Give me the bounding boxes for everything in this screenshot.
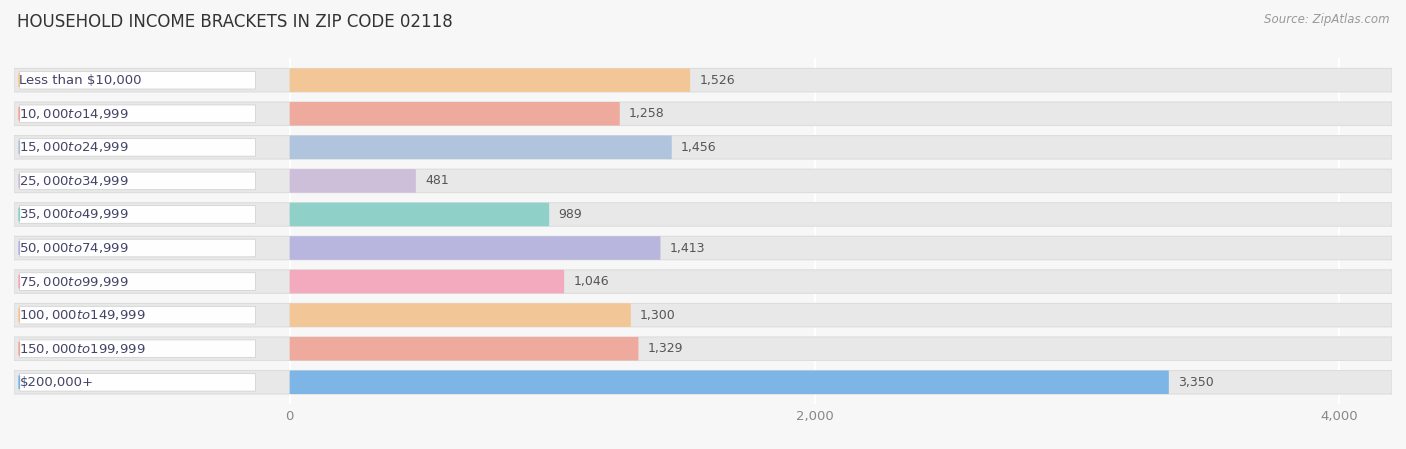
FancyBboxPatch shape: [20, 105, 256, 123]
FancyBboxPatch shape: [290, 304, 631, 327]
FancyBboxPatch shape: [14, 236, 1392, 260]
Text: $100,000 to $149,999: $100,000 to $149,999: [20, 308, 146, 322]
FancyBboxPatch shape: [14, 304, 1392, 327]
FancyBboxPatch shape: [290, 370, 1168, 394]
Text: 1,526: 1,526: [699, 74, 735, 87]
Text: $25,000 to $34,999: $25,000 to $34,999: [20, 174, 129, 188]
FancyBboxPatch shape: [20, 172, 256, 189]
FancyBboxPatch shape: [290, 236, 661, 260]
FancyBboxPatch shape: [290, 136, 672, 159]
FancyBboxPatch shape: [20, 374, 256, 391]
FancyBboxPatch shape: [20, 239, 256, 257]
Text: Source: ZipAtlas.com: Source: ZipAtlas.com: [1264, 13, 1389, 26]
FancyBboxPatch shape: [14, 102, 1392, 126]
FancyBboxPatch shape: [14, 169, 1392, 193]
Text: 1,329: 1,329: [648, 342, 683, 355]
Text: $10,000 to $14,999: $10,000 to $14,999: [20, 107, 129, 121]
Text: HOUSEHOLD INCOME BRACKETS IN ZIP CODE 02118: HOUSEHOLD INCOME BRACKETS IN ZIP CODE 02…: [17, 13, 453, 31]
FancyBboxPatch shape: [290, 337, 638, 361]
FancyBboxPatch shape: [20, 206, 256, 223]
Text: 1,046: 1,046: [574, 275, 609, 288]
Text: $15,000 to $24,999: $15,000 to $24,999: [20, 141, 129, 154]
Text: 1,456: 1,456: [681, 141, 717, 154]
Text: Less than $10,000: Less than $10,000: [20, 74, 142, 87]
FancyBboxPatch shape: [290, 169, 416, 193]
Text: $150,000 to $199,999: $150,000 to $199,999: [20, 342, 146, 356]
FancyBboxPatch shape: [14, 202, 1392, 226]
Text: 989: 989: [558, 208, 582, 221]
Text: 481: 481: [425, 174, 449, 187]
Text: 1,258: 1,258: [628, 107, 665, 120]
FancyBboxPatch shape: [14, 270, 1392, 293]
Text: $35,000 to $49,999: $35,000 to $49,999: [20, 207, 129, 221]
FancyBboxPatch shape: [20, 340, 256, 357]
Text: 3,350: 3,350: [1178, 376, 1213, 389]
FancyBboxPatch shape: [290, 68, 690, 92]
FancyBboxPatch shape: [290, 102, 620, 126]
FancyBboxPatch shape: [14, 136, 1392, 159]
FancyBboxPatch shape: [14, 337, 1392, 361]
Text: $200,000+: $200,000+: [20, 376, 93, 389]
FancyBboxPatch shape: [20, 71, 256, 89]
Text: $50,000 to $74,999: $50,000 to $74,999: [20, 241, 129, 255]
FancyBboxPatch shape: [20, 273, 256, 291]
FancyBboxPatch shape: [14, 68, 1392, 92]
FancyBboxPatch shape: [290, 202, 550, 226]
FancyBboxPatch shape: [20, 138, 256, 156]
Text: 1,300: 1,300: [640, 308, 676, 321]
Text: $75,000 to $99,999: $75,000 to $99,999: [20, 275, 129, 289]
Text: 1,413: 1,413: [669, 242, 706, 255]
FancyBboxPatch shape: [290, 270, 564, 293]
FancyBboxPatch shape: [20, 306, 256, 324]
FancyBboxPatch shape: [14, 370, 1392, 394]
